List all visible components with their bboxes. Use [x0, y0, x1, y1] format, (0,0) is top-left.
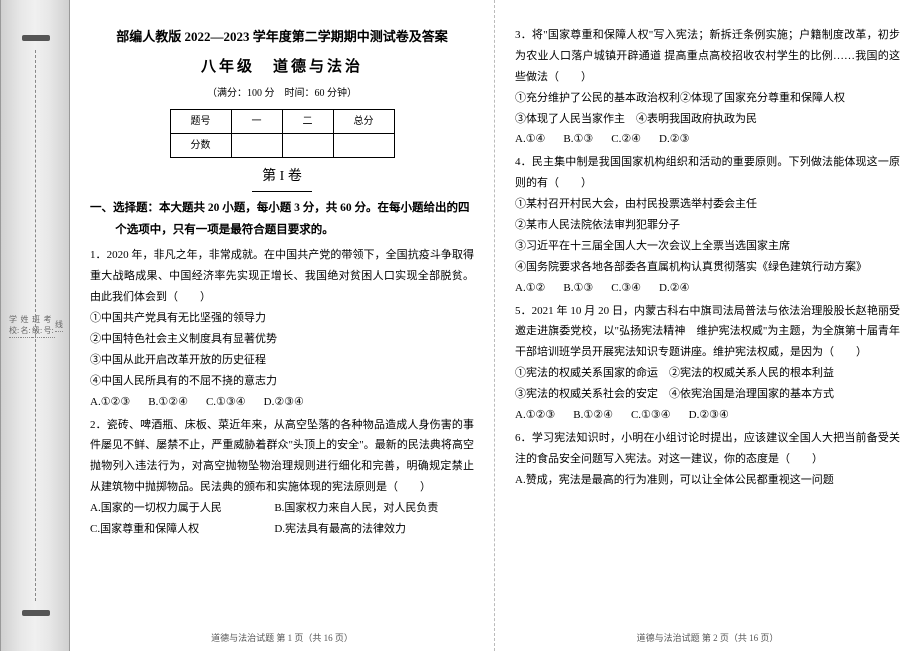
score-cell [231, 134, 282, 158]
q6-stem: 6．学习宪法知识时，小明在小组讨论时提出，应该建议全国人大把当前备受关注的食品安… [515, 428, 900, 470]
q1-stem: 1．2020 年，非凡之年，非常成就。在中国共产党的带领下，全国抗疫斗争取得重大… [90, 245, 474, 308]
score-header: 一 [231, 110, 282, 134]
score-cell [282, 134, 333, 158]
q5-choices: A.①②③ B.①②④ C.①③④ D.②③④ [515, 405, 900, 426]
score-row-label: 分数 [170, 134, 231, 158]
section-instructions: 一、选择题：本大题共 20 小题，每小题 3 分，共 60 分。在每小题给出的四… [90, 198, 474, 242]
q4-choice-a: A.①② [515, 278, 545, 299]
q4-option-1: ①某村召开村民大会，由村民投票选举村委会主任 [515, 194, 900, 215]
q3-option-line1: ①充分维护了公民的基本政治权利②体现了国家充分尊重和保障人权 [515, 88, 900, 109]
main-title: 部编人教版 2022—2023 学年度第二学期期中测试卷及答案 [90, 25, 474, 50]
q1-option-1: ①中国共产党具有无比坚强的领导力 [90, 308, 474, 329]
sub-title: 八年级 道德与法治 [90, 53, 474, 82]
q5-choice-c: C.①③④ [631, 405, 671, 426]
q1-choices: A.①②③ B.①②④ C.①③④ D.②③④ [90, 392, 474, 413]
question-3: 3．将"国家尊重和保障人权"写入宪法；新拆迁条例实施；户籍制度改革，初步为农业人… [515, 25, 900, 150]
binding-label: 考号: [44, 314, 56, 338]
q4-choices: A.①② B.①③ C.③④ D.②④ [515, 278, 900, 299]
score-cell [333, 134, 394, 158]
q3-stem: 3．将"国家尊重和保障人权"写入宪法；新拆迁条例实施；户籍制度改革，初步为农业人… [515, 25, 900, 88]
binding-label: 姓名: [21, 314, 33, 338]
question-1: 1．2020 年，非凡之年，非常成就。在中国共产党的带领下，全国抗疫斗争取得重大… [90, 245, 474, 412]
q3-choice-b: B.①③ [563, 129, 593, 150]
q4-stem: 4．民主集中制是我国国家机构组织和活动的重要原则。下列做法能体现这一原则的有（ … [515, 152, 900, 194]
q2-choices: A.国家的一切权力属于人民 B.国家权力来自人民，对人民负责 C.国家尊重和保障… [90, 498, 474, 540]
binding-label: 线 [55, 319, 63, 332]
q5-option-line1: ①宪法的权威关系国家的命运 ②宪法的权威关系人民的根本利益 [515, 363, 900, 384]
q1-choice-c: C.①③④ [206, 392, 246, 413]
question-4: 4．民主集中制是我国国家机构组织和活动的重要原则。下列做法能体现这一原则的有（ … [515, 152, 900, 298]
exam-info: （满分：100 分 时间：60 分钟） [90, 84, 474, 103]
q4-choice-c: C.③④ [611, 278, 641, 299]
section-title: 第 I 卷 [252, 164, 312, 192]
binding-strip: 线 考号: 班级: 姓名: 学校: [0, 0, 70, 651]
q4-option-3: ③习近平在十三届全国人大一次会议上全票当选国家主席 [515, 236, 900, 257]
page-right: 3．将"国家尊重和保障人权"写入宪法；新拆迁条例实施；户籍制度改革，初步为农业人… [495, 0, 920, 651]
q5-choice-b: B.①②④ [573, 405, 613, 426]
q1-option-2: ②中国特色社会主义制度具有显著优势 [90, 329, 474, 350]
q1-option-3: ③中国从此开启改革开放的历史征程 [90, 350, 474, 371]
q2-choice-c: C.国家尊重和保障人权 [90, 519, 274, 540]
binding-labels: 线 考号: 班级: 姓名: 学校: [9, 80, 63, 571]
score-header: 总分 [333, 110, 394, 134]
q3-choices: A.①④ B.①③ C.②④ D.②③ [515, 129, 900, 150]
question-5: 5．2021 年 10 月 20 日，内蒙古科右中旗司法局普法与依法治理股股长赵… [515, 301, 900, 426]
score-header: 题号 [170, 110, 231, 134]
q3-choice-d: D.②③ [659, 129, 689, 150]
q2-stem: 2．瓷砖、啤酒瓶、床板、菜近年来，从高空坠落的各种物品造成人身伤害的事件屡见不鲜… [90, 415, 474, 499]
binding-label: 班级: [32, 314, 44, 338]
binding-label: 学校: [9, 314, 21, 338]
q5-option-line2: ③宪法的权威关系社会的安定 ④依宪治国是治理国家的基本方式 [515, 384, 900, 405]
q6-option-a: A.赞成，宪法是最高的行为准则，可以让全体公民都重视这一问题 [515, 470, 900, 491]
q3-choice-c: C.②④ [611, 129, 641, 150]
q1-option-4: ④中国人民所具有的不屈不挠的意志力 [90, 371, 474, 392]
question-2: 2．瓷砖、啤酒瓶、床板、菜近年来，从高空坠落的各种物品造成人身伤害的事件屡见不鲜… [90, 415, 474, 540]
q5-stem: 5．2021 年 10 月 20 日，内蒙古科右中旗司法局普法与依法治理股股长赵… [515, 301, 900, 364]
q2-choice-a: A.国家的一切权力属于人民 [90, 498, 274, 519]
q4-option-4: ④国务院要求各地各部委各直属机构认真贯彻落实《绿色建筑行动方案》 [515, 257, 900, 278]
q3-choice-a: A.①④ [515, 129, 545, 150]
q2-choice-d: D.宪法具有最高的法律效力 [274, 519, 458, 540]
q3-option-line2: ③体现了人民当家作主 ④表明我国政府执政为民 [515, 109, 900, 130]
score-table: 题号 一 二 总分 分数 [170, 109, 395, 158]
q1-choice-b: B.①②④ [148, 392, 188, 413]
q5-choice-d: D.②③④ [689, 405, 729, 426]
q2-choice-b: B.国家权力来自人民，对人民负责 [274, 498, 458, 519]
q4-choice-d: D.②④ [659, 278, 689, 299]
question-6: 6．学习宪法知识时，小明在小组讨论时提出，应该建议全国人大把当前备受关注的食品安… [515, 428, 900, 491]
page-footer-right: 道德与法治试题 第 2 页（共 16 页） [495, 630, 920, 647]
q1-choice-a: A.①②③ [90, 392, 130, 413]
score-header: 二 [282, 110, 333, 134]
page-left: 部编人教版 2022—2023 学年度第二学期期中测试卷及答案 八年级 道德与法… [70, 0, 495, 651]
page-footer-left: 道德与法治试题 第 1 页（共 16 页） [70, 630, 494, 647]
q1-choice-d: D.②③④ [264, 392, 304, 413]
q4-choice-b: B.①③ [563, 278, 593, 299]
q4-option-2: ②某市人民法院依法审判犯罪分子 [515, 215, 900, 236]
q5-choice-a: A.①②③ [515, 405, 555, 426]
